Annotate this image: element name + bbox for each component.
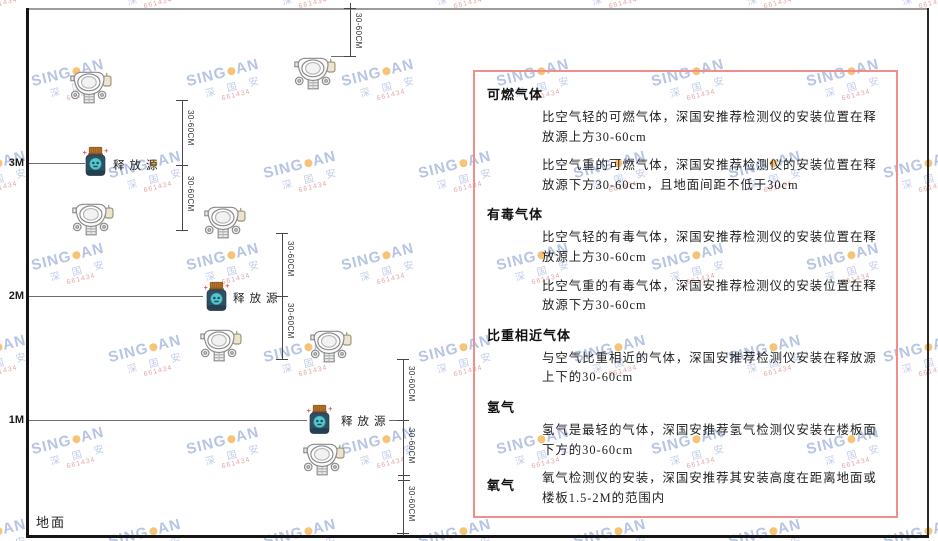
release-source-icon [306, 404, 333, 434]
gas-detector-icon [294, 57, 336, 90]
gas-detector-icon [70, 71, 112, 104]
level-connector-1m [389, 420, 404, 421]
gas-detector-icon [72, 203, 114, 236]
dim-label: 30-60CM [354, 13, 363, 49]
dim-tick [176, 100, 188, 101]
release-source-icon [82, 146, 109, 177]
ceiling-line [28, 8, 928, 10]
panel-section-heading: 氢气 [487, 399, 516, 415]
dim-break-mark [398, 480, 410, 481]
dim-line-ceiling [350, 3, 351, 57]
panel-section-heading: 地面 [487, 517, 882, 518]
level-line-1m [29, 420, 307, 421]
dim-tick [176, 165, 188, 166]
dim-label: 30-60CM [407, 428, 416, 464]
dim-tick [397, 420, 409, 421]
panel-paragraph: 氢气是最轻的气体，深国安推荐氢气检测仪安装在楼板面下方的30-60cm [542, 422, 877, 457]
panel-section: 比重相近气体 与空气比重相近的气体，深国安推荐检测仪安装在释放源上下的30-60… [487, 325, 882, 388]
gas-detector-icon [204, 206, 246, 239]
dim-label: 30-60CM [186, 176, 195, 212]
panel-section-heading: 比重相近气体 [487, 327, 572, 343]
panel-section: 氧气 氧气检测仪的安装，深国安推荐其安装高度在距离地面或楼板1.5-2M的范围内 [487, 469, 882, 508]
panel-section: 有毒气体 比空气轻的有毒气体，深国安推荐检测仪的安装位置在释放源上方30-60c… [487, 204, 882, 315]
panel-section-body: 氢气是最轻的气体，深国安推荐氢气检测仪安装在楼板面下方的30-60cm [542, 421, 882, 460]
dim-tick [276, 296, 288, 297]
panel-paragraph: 比空气轻的可燃气体，深国安推荐检测仪的安装位置在释放源上方30-60cm [542, 110, 877, 144]
dim-tick [344, 56, 356, 57]
dim-tick [176, 230, 188, 231]
dim-line-1m [403, 359, 404, 536]
dim-label: 30-60CM [286, 241, 295, 277]
release-source-label: 释放源 [233, 293, 283, 305]
dim-tick [276, 233, 288, 234]
dim-tick [276, 359, 288, 360]
panel-section-heading: 有毒气体 [487, 207, 544, 223]
panel-section: 可燃气体 比空气轻的可燃气体，深国安推荐检测仪的安装位置在释放源上方30-60c… [487, 84, 882, 195]
info-panel-sections: 可燃气体 比空气轻的可燃气体，深国安推荐检测仪的安装位置在释放源上方30-60c… [487, 84, 882, 518]
panel-paragraph: 比空气重的可燃气体，深国安推荐检测仪的安装位置在释放源下方30-60cm，且地面… [542, 158, 877, 192]
wall-axis-line [26, 8, 29, 537]
release-source-label: 释放源 [113, 160, 163, 172]
panel-section-heading: 可燃气体 [487, 87, 544, 102]
release-source-label: 释放源 [341, 416, 391, 428]
level-line-3m [29, 163, 85, 164]
panel-section: 氢气 氢气是最轻的气体，深国安推荐氢气检测仪安装在楼板面下方的30-60cm [487, 397, 882, 460]
panel-paragraph: 氧气检测仪的安装，深国安推荐其安装高度在距离地面或楼板1.5-2M的范围内 [542, 471, 877, 505]
panel-paragraph: 比空气重的有毒气体，深国安推荐检测仪的安装位置在释放源下方30-60cm [542, 278, 877, 313]
dim-label: 30-60CM [407, 366, 416, 402]
info-panel: 可燃气体 比空气轻的可燃气体，深国安推荐检测仪的安装位置在释放源上方30-60c… [473, 70, 898, 518]
dim-tick [397, 359, 409, 360]
release-source-icon [203, 281, 230, 311]
right-border-line [927, 8, 929, 537]
gas-detector-icon [200, 329, 242, 362]
ceiling-connector [331, 56, 350, 57]
dim-label: 30-60CM [186, 110, 195, 146]
panel-paragraph: 与空气比重相近的气体，深国安推荐检测仪安装在释放源上下的30-60cm [542, 350, 877, 385]
height-label-3m: 3M [8, 157, 24, 169]
panel-section-body: 与空气比重相近的气体，深国安推荐检测仪安装在释放源上下的30-60cm [542, 349, 882, 388]
ground-line [26, 535, 929, 538]
dim-tick [344, 8, 356, 9]
dim-tick [397, 533, 409, 534]
panel-section: 地面 检测仪地面间距，深国安推荐在30-60cm，且不得小于30cm，因为过低容… [487, 517, 882, 518]
dim-break-mark [398, 475, 410, 476]
gas-detector-icon [303, 443, 345, 476]
panel-section-body: 比空气轻的有毒气体，深国安推荐检测仪的安装位置在释放源上方30-60cm 比空气重… [542, 228, 882, 315]
height-label-1m: 1M [8, 414, 24, 426]
level-line-2m [29, 296, 203, 297]
panel-section-heading: 氧气 [487, 478, 516, 494]
panel-paragraph: 比空气轻的有毒气体，深国安推荐检测仪的安装位置在释放源上方30-60cm [542, 230, 877, 264]
height-label-2m: 2M [8, 290, 24, 302]
panel-section-body: 氧气检测仪的安装，深国安推荐其安装高度在距离地面或楼板1.5-2M的范围内 [542, 469, 882, 508]
dim-label: 30-60CM [407, 486, 416, 522]
gas-detector-icon [310, 330, 352, 363]
ground-label: 地面 [36, 515, 67, 530]
dim-label: 30-60CM [286, 303, 295, 339]
panel-section-body: 比空气轻的可燃气体，深国安推荐检测仪的安装位置在释放源上方30-60cm 比空气重… [542, 108, 882, 195]
